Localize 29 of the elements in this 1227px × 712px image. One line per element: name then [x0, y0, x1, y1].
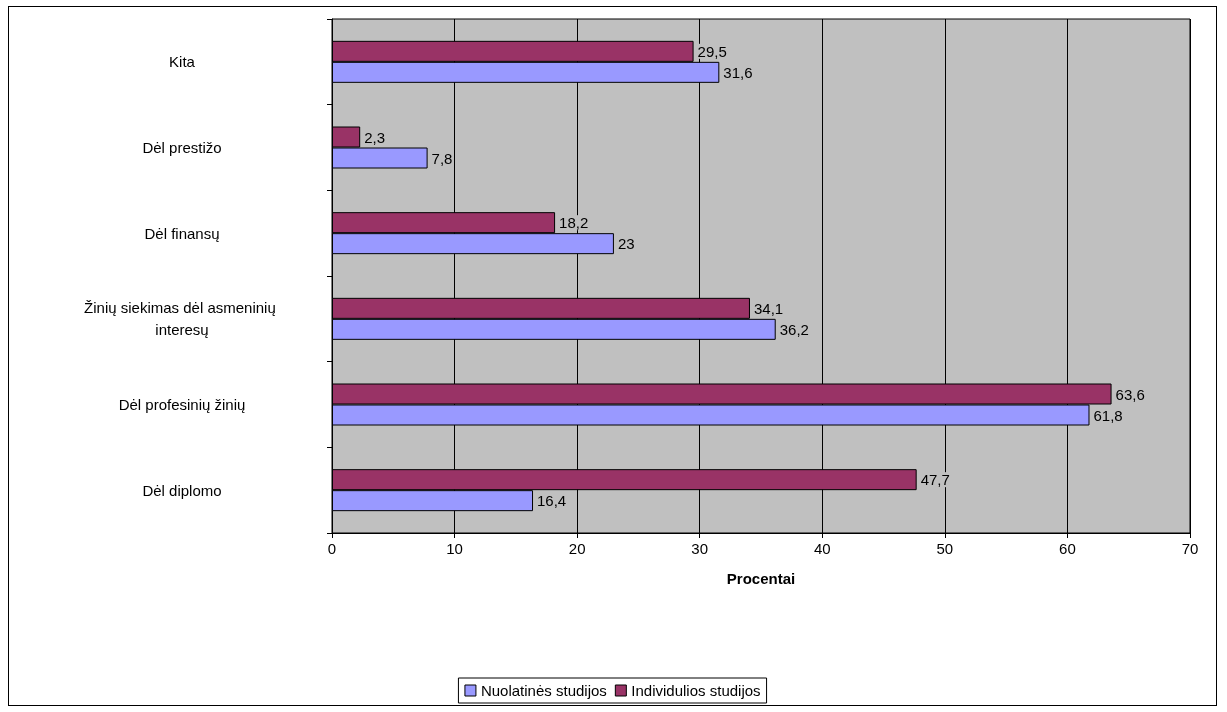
x-tick-label: 40 — [813, 540, 831, 557]
y-tick-label: Dėl diplomo — [142, 481, 222, 499]
x-tick-label: 0 — [327, 540, 337, 557]
y-tick-label: Kita — [169, 53, 196, 71]
y-tick-label: Dėl profesinių žinių — [118, 396, 246, 413]
data-label: 34,1 — [753, 299, 784, 317]
y-tick-label: Dėl finansų — [144, 224, 220, 242]
data-label: 2,3 — [364, 128, 386, 146]
data-label: 23 — [617, 235, 635, 253]
x-tick-label: 60 — [1059, 540, 1076, 557]
data-label: 61,8 — [1093, 406, 1123, 424]
legend-label: Individulios studijos — [631, 682, 761, 699]
data-label: 16,4 — [537, 492, 567, 510]
data-label: 29,5 — [697, 42, 727, 60]
x-tick-label: 50 — [936, 540, 954, 557]
x-tick-label: 20 — [568, 540, 586, 557]
x-tick-label: 10 — [446, 540, 463, 557]
y-tick-label: Žinių siekimas dėl asmeninių interesų — [84, 299, 280, 339]
x-tick-label: 70 — [1181, 540, 1199, 557]
x-axis-title: Procentai — [726, 570, 796, 587]
data-label: 7,8 — [431, 149, 453, 167]
data-label: 47,7 — [920, 471, 950, 489]
data-label: 31,6 — [723, 63, 753, 81]
x-tick-label: 30 — [691, 540, 709, 557]
legend-label: Nuolatinės studijos — [480, 682, 607, 699]
y-tick-label: Dėl prestižo — [142, 139, 222, 156]
data-label: 18,2 — [559, 214, 589, 232]
data-label: 36,2 — [779, 320, 809, 338]
data-label: 63,6 — [1115, 385, 1145, 403]
